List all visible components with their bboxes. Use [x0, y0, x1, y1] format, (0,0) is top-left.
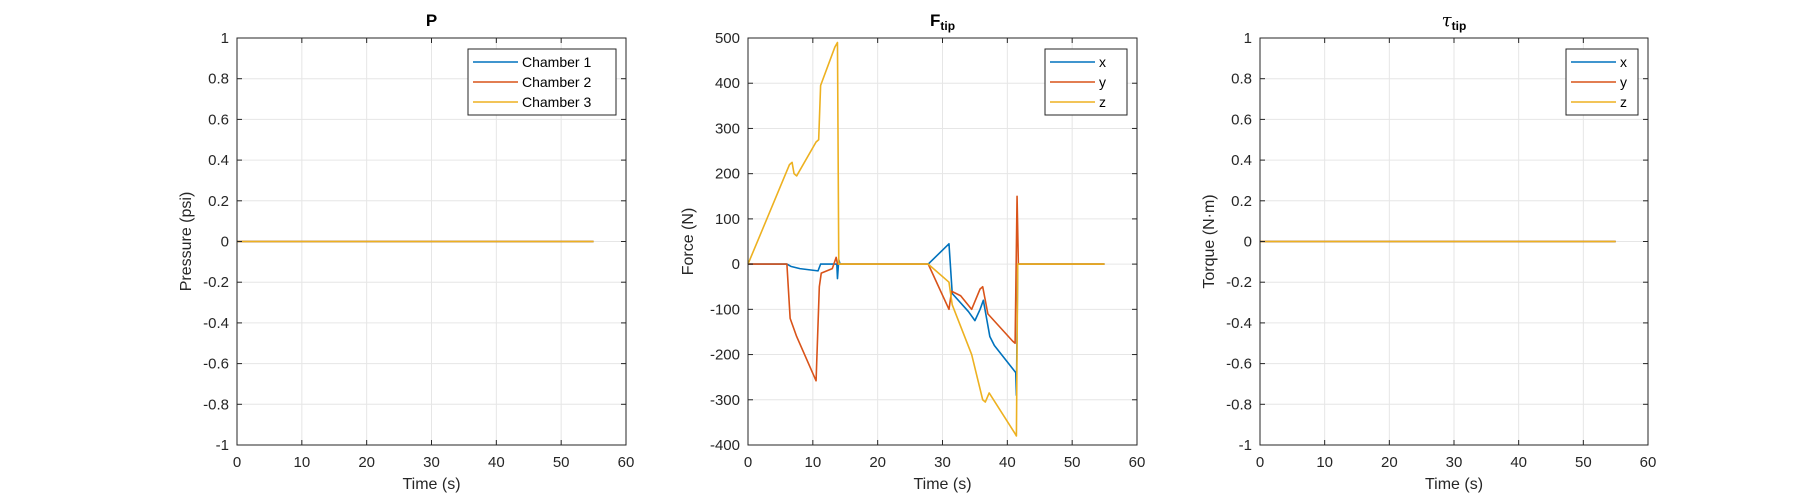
x-tick-label: 20 [1381, 454, 1398, 471]
title-subscript: tip [1452, 19, 1467, 33]
y-tick-label: 0.6 [208, 111, 229, 128]
x-tick-label: 30 [934, 454, 951, 471]
x-axis-label: Time (s) [913, 476, 971, 493]
y-tick-label: 0.4 [208, 152, 229, 169]
chart-title: Ftip [930, 11, 955, 33]
y-tick-label: 0.2 [208, 193, 229, 210]
x-tick-label: 40 [999, 454, 1016, 471]
y-tick-label: -0.4 [1226, 315, 1252, 332]
legend: xyz [1565, 48, 1639, 116]
chart-title: τtip [1442, 10, 1467, 33]
chart-3: 0 10 20 30 40 50 60 -1 -0.8 -0.6 -0.4 -0.2 0 0.2 0.4 0.… [1201, 10, 1656, 493]
legend-label: Chamber 2 [522, 74, 591, 90]
x-axis-label: Time (s) [402, 476, 460, 493]
y-tick-label: 100 [715, 211, 740, 228]
x-tick-label: 10 [804, 454, 821, 471]
y-tick-label: -0.6 [203, 356, 229, 373]
title-main: P [426, 11, 437, 30]
y-tick-label: 0 [732, 256, 740, 273]
legend-label: x [1099, 54, 1106, 70]
y-tick-label: -1 [1239, 437, 1252, 454]
y-tick-label: -0.2 [1226, 274, 1252, 291]
y-axis-label: Pressure (psi) [178, 192, 195, 292]
y-tick-label: -0.8 [203, 396, 229, 413]
y-tick-label: 0.6 [1231, 111, 1252, 128]
y-tick-label: 0 [221, 234, 229, 251]
chart-title: P [426, 11, 437, 30]
x-tick-label: 40 [488, 454, 505, 471]
x-tick-label: 20 [358, 454, 375, 471]
y-tick-label: 0 [1244, 234, 1252, 251]
x-tick-label: 60 [618, 454, 635, 471]
y-tick-label: -0.2 [203, 274, 229, 291]
y-tick-label: -0.4 [203, 315, 229, 332]
legend-label: Chamber 3 [522, 94, 591, 110]
legend-label: z [1099, 94, 1106, 110]
legend-label: x [1620, 54, 1627, 70]
y-tick-label: 1 [221, 30, 229, 47]
legend: Chamber 1 Chamber 2 Chamber 3 [467, 48, 617, 116]
x-tick-label: 0 [744, 454, 752, 471]
legend-label: z [1620, 94, 1627, 110]
title-main: τ [1442, 10, 1453, 31]
y-axis-label: Force (N) [680, 208, 697, 276]
y-tick-label: 0.4 [1231, 152, 1252, 169]
y-tick-label: -1 [216, 437, 229, 454]
title-subscript: tip [940, 19, 955, 33]
series-line-z [747, 41, 1105, 437]
y-tick-label: -100 [710, 301, 740, 318]
x-tick-label: 60 [1129, 454, 1146, 471]
x-tick-label: 30 [423, 454, 440, 471]
x-tick-label: 10 [293, 454, 310, 471]
x-tick-label: 30 [1446, 454, 1463, 471]
legend-label: y [1099, 74, 1106, 90]
x-tick-label: 40 [1510, 454, 1527, 471]
y-axis-label: Torque (N·m) [1201, 194, 1218, 288]
y-tick-label: 0.2 [1231, 193, 1252, 210]
chart-2: 0 10 20 30 40 50 60 -400 -300 -200 -100 0 100 200 300 4… [680, 11, 1145, 493]
x-tick-label: 0 [1256, 454, 1264, 471]
title-main: F [930, 11, 940, 30]
legend: xyz [1044, 48, 1128, 116]
y-tick-label: 500 [715, 30, 740, 47]
y-tick-label: 300 [715, 120, 740, 137]
x-tick-label: 50 [1575, 454, 1592, 471]
series-line-y [748, 195, 1105, 382]
y-tick-label: -300 [710, 392, 740, 409]
y-tick-label: 0.8 [208, 71, 229, 88]
x-tick-label: 10 [1316, 454, 1333, 471]
legend-label: Chamber 1 [522, 54, 591, 70]
x-tick-label: 60 [1640, 454, 1657, 471]
x-tick-label: 20 [869, 454, 886, 471]
x-tick-label: 50 [1064, 454, 1081, 471]
y-tick-label: -0.8 [1226, 396, 1252, 413]
series-line-x [748, 242, 1105, 397]
x-tick-label: 0 [233, 454, 241, 471]
y-tick-label: 400 [715, 75, 740, 92]
y-tick-label: -0.6 [1226, 356, 1252, 373]
y-tick-label: -400 [710, 437, 740, 454]
y-tick-label: 1 [1244, 30, 1252, 47]
x-tick-label: 50 [553, 454, 570, 471]
chart-1: 0 10 20 30 40 50 60 -1 -0.8 -0.6 -0.4 -0.2 0 0.2 0.4 0.… [178, 11, 634, 493]
y-tick-label: -200 [710, 347, 740, 364]
legend-label: y [1620, 74, 1627, 90]
y-tick-label: 200 [715, 166, 740, 183]
x-axis-label: Time (s) [1425, 476, 1483, 493]
y-tick-label: 0.8 [1231, 71, 1252, 88]
